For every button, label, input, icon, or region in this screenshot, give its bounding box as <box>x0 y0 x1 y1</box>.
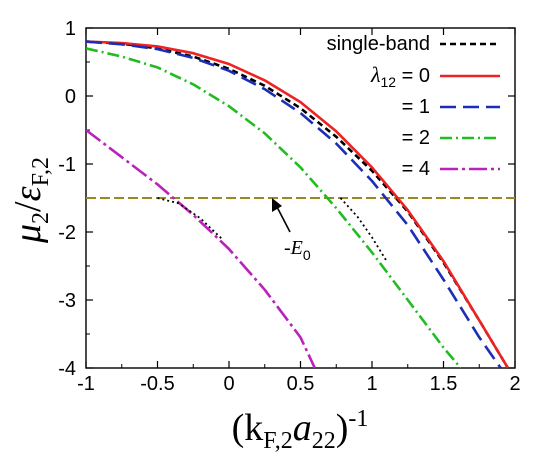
series-line-4 <box>86 128 316 368</box>
annotation-arrowhead <box>272 198 282 212</box>
series-line-1 <box>86 40 510 368</box>
y-tick-label: -4 <box>58 358 76 380</box>
series-line-5 <box>157 197 223 240</box>
series-line-3 <box>86 47 462 368</box>
legend-label: λ12 = 0 <box>370 62 430 90</box>
x-tick-label: 1 <box>366 373 377 395</box>
y-tick-label: 0 <box>65 86 76 108</box>
y-tick-label: 1 <box>65 18 76 40</box>
y-axis-label: μ2/εF,2 <box>7 157 54 244</box>
y-tick-label: -1 <box>58 154 76 176</box>
x-tick-label: -0.5 <box>140 373 174 395</box>
series-line-6 <box>339 197 388 262</box>
x-tick-label: 0.5 <box>287 373 315 395</box>
y-tick-label: -2 <box>58 222 76 244</box>
annotation: -E0 <box>272 198 311 263</box>
legend: single-band λ12 = 0 = 1 = 2 = 4 <box>327 33 500 180</box>
x-tick-label: -1 <box>77 373 95 395</box>
legend-label: = 4 <box>402 158 430 180</box>
annotation-label: -E0 <box>284 237 311 263</box>
legend-label: = 1 <box>402 96 430 118</box>
x-axis-label: (kF,2a22)-1 <box>232 406 369 454</box>
x-tick-label: 0 <box>223 373 234 395</box>
legend-label: = 2 <box>402 127 430 149</box>
series-line-2 <box>86 40 502 368</box>
annotation-arrow <box>275 204 291 233</box>
x-tick-label: 1.5 <box>430 373 458 395</box>
x-tick-label: 2 <box>509 373 520 395</box>
legend-label: single-band <box>327 33 430 55</box>
y-tick-label: -3 <box>58 290 76 312</box>
axis-ticks: -1 -0.5 0 0.5 1 1.5 2 1 0 -1 -2 -3 -4 <box>58 18 520 395</box>
series-line-0 <box>86 40 510 368</box>
